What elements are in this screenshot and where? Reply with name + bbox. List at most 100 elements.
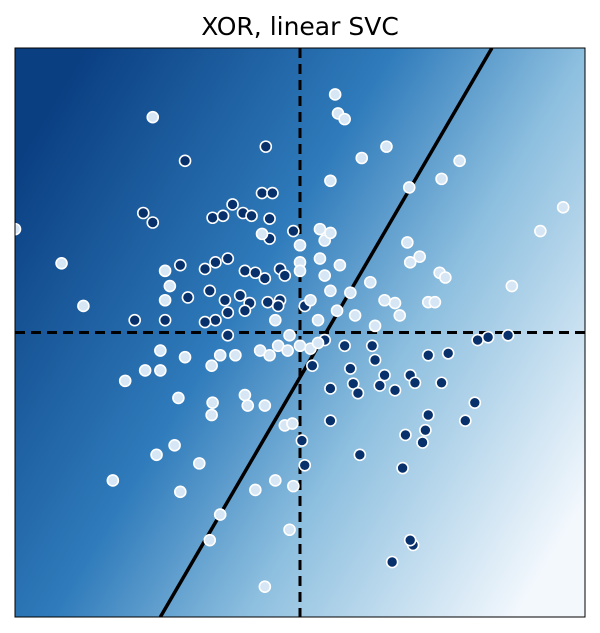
point: [481, 330, 495, 344]
point: [255, 227, 269, 241]
point: [77, 299, 90, 313]
point: [150, 448, 163, 462]
point: [408, 376, 422, 390]
point: [203, 533, 217, 547]
point: [304, 293, 317, 307]
point: [328, 88, 342, 101]
point: [338, 339, 351, 353]
point: [330, 304, 344, 317]
point: [380, 140, 393, 153]
point: [388, 384, 402, 397]
point: [206, 211, 219, 225]
point: [396, 461, 409, 475]
point: [441, 347, 455, 360]
point: [198, 262, 212, 276]
point: [324, 382, 337, 395]
point: [458, 414, 472, 427]
point: [178, 154, 192, 168]
point: [271, 299, 285, 313]
point: [402, 181, 416, 194]
point: [351, 386, 365, 400]
point: [258, 272, 272, 285]
point: [209, 256, 222, 269]
point: [293, 238, 307, 252]
point: [146, 110, 160, 124]
point: [138, 364, 152, 377]
point: [268, 313, 282, 327]
point: [324, 226, 337, 240]
point: [205, 359, 218, 372]
point: [281, 344, 294, 357]
point: [324, 174, 337, 188]
point: [283, 523, 296, 537]
point: [419, 423, 432, 437]
point: [229, 348, 242, 362]
point: [421, 408, 435, 422]
point: [181, 291, 195, 304]
point: [556, 201, 570, 214]
point: [324, 414, 337, 427]
point: [378, 293, 391, 307]
point: [388, 296, 402, 310]
point: [278, 269, 292, 282]
point: [311, 336, 325, 350]
point: [416, 436, 429, 449]
point: [318, 269, 332, 282]
point: [203, 284, 217, 298]
point: [118, 374, 132, 388]
point: [293, 264, 307, 278]
point: [158, 313, 172, 327]
point: [154, 364, 167, 377]
point: [158, 293, 172, 307]
point: [403, 533, 417, 547]
point: [168, 439, 181, 452]
point: [311, 313, 325, 327]
point: [178, 350, 192, 364]
point: [468, 396, 482, 409]
point: [55, 256, 68, 270]
point: [293, 339, 307, 353]
point: [241, 399, 255, 412]
point: [355, 151, 369, 165]
point: [393, 309, 407, 322]
point: [344, 286, 357, 299]
point: [261, 295, 275, 309]
point: [501, 329, 515, 342]
point: [298, 458, 312, 472]
point: [255, 186, 269, 200]
point: [146, 216, 160, 229]
point: [385, 555, 399, 569]
point: [363, 275, 377, 289]
point: [287, 224, 300, 238]
point: [15, 222, 22, 236]
point: [324, 284, 337, 298]
point: [136, 206, 150, 220]
point: [435, 172, 448, 186]
point: [471, 333, 484, 347]
point: [221, 252, 235, 265]
point: [174, 258, 187, 272]
point: [233, 289, 247, 302]
point: [205, 408, 218, 422]
point: [198, 315, 212, 329]
point: [238, 304, 252, 317]
point: [268, 474, 282, 487]
point: [193, 457, 206, 470]
point: [403, 256, 417, 269]
point: [373, 379, 387, 392]
point: [401, 236, 414, 249]
point: [245, 209, 258, 223]
point: [439, 271, 452, 284]
point: [453, 154, 466, 168]
point: [213, 508, 227, 521]
point: [338, 112, 351, 126]
point: [258, 399, 272, 412]
point: [368, 319, 382, 333]
point: [263, 212, 276, 225]
point: [368, 353, 382, 367]
point: [106, 474, 120, 487]
point: [218, 293, 232, 307]
point: [313, 252, 327, 265]
point: [286, 417, 299, 430]
point: [353, 448, 367, 462]
